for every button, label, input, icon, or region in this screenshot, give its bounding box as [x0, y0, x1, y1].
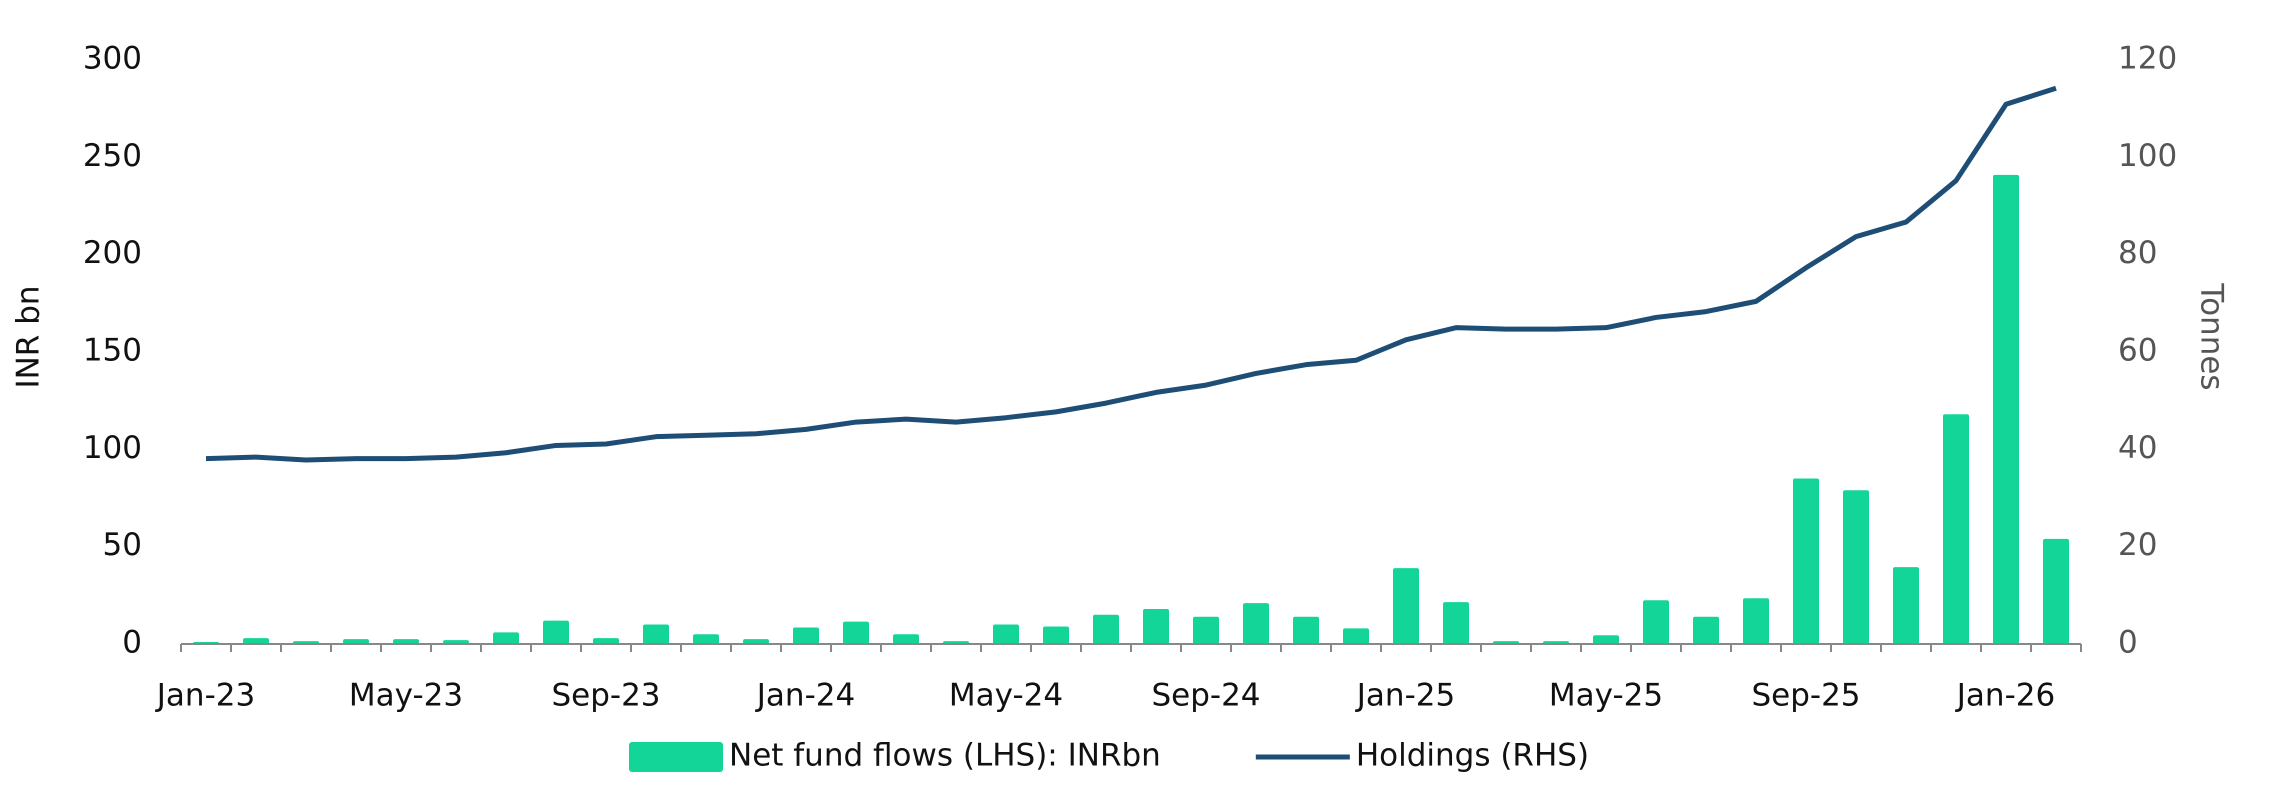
x-tick-label: May-25 — [1549, 678, 1663, 714]
y-tick-label: 150 — [83, 333, 142, 369]
bar — [1343, 628, 1369, 644]
legend-label: Holdings (RHS) — [1356, 738, 1589, 774]
bar — [1093, 614, 1119, 644]
bar — [1143, 608, 1169, 644]
bar — [543, 620, 569, 644]
bar — [743, 639, 769, 644]
bar — [1993, 174, 2019, 644]
x-tick-label: Sep-24 — [1151, 678, 1260, 714]
y2-tick-label: 20 — [2118, 527, 2157, 563]
legend-label: Net fund flows (LHS): INRbn — [729, 738, 1161, 774]
bar — [1943, 414, 1969, 644]
bar — [1643, 600, 1669, 644]
line — [205, 85, 2057, 463]
bar — [243, 638, 269, 644]
bar — [993, 624, 1019, 644]
bar — [593, 638, 619, 644]
x-tick-label: Jan-26 — [1955, 678, 2055, 714]
bar — [1243, 603, 1269, 644]
y-tick-label: 0 — [122, 625, 142, 661]
bar — [1393, 568, 1419, 644]
y-tick-label: 100 — [83, 430, 142, 466]
x-tick-label: Jan-23 — [155, 678, 255, 714]
bar — [1743, 598, 1769, 644]
y2-tick-label: 120 — [2118, 41, 2177, 77]
y-tick-label: 200 — [83, 235, 142, 271]
bar — [393, 639, 419, 644]
bar — [343, 639, 369, 644]
y2-tick-label: 60 — [2118, 333, 2157, 369]
y2-tick-label: 100 — [2118, 138, 2177, 174]
x-tick-label: May-24 — [949, 678, 1063, 714]
y2-tick-label: 80 — [2118, 235, 2157, 271]
bar — [1193, 616, 1219, 644]
x-tick-label: Sep-23 — [551, 678, 660, 714]
bar — [493, 632, 519, 644]
bar — [1293, 616, 1319, 644]
y2-tick-label: 40 — [2118, 430, 2157, 466]
y2-axis-label: Tonnes — [2194, 282, 2230, 390]
bar — [843, 621, 869, 644]
bar — [1693, 616, 1719, 644]
bar — [793, 627, 819, 644]
bar — [643, 624, 669, 644]
legend-swatch — [629, 742, 723, 772]
y-axis-label: INR bn — [11, 285, 47, 388]
bar — [1893, 567, 1919, 644]
bar — [1793, 478, 1819, 644]
bar — [1843, 490, 1869, 644]
bar — [893, 634, 919, 644]
bar — [693, 634, 719, 644]
y-tick-label: 300 — [83, 41, 142, 77]
y-tick-label: 250 — [83, 138, 142, 174]
x-tick-label: May-23 — [349, 678, 463, 714]
y2-tick-label: 0 — [2118, 625, 2138, 661]
bar — [2043, 538, 2069, 644]
x-tick-label: Jan-25 — [1355, 678, 1455, 714]
bar — [1443, 602, 1469, 644]
x-tick-label: Jan-24 — [755, 678, 855, 714]
bar — [1043, 626, 1069, 644]
x-tick-label: Sep-25 — [1751, 678, 1860, 714]
y-tick-label: 50 — [103, 527, 142, 563]
bar — [1593, 635, 1619, 644]
